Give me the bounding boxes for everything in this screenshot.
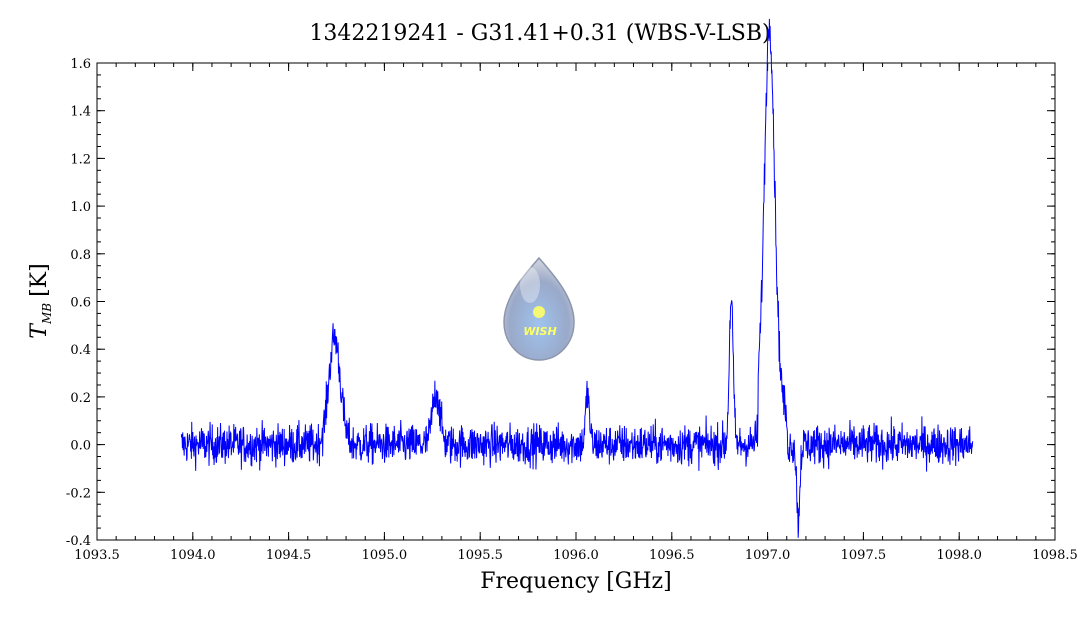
y-tick-label: 1.6 <box>70 57 91 72</box>
y-tick-label: -0.4 <box>66 534 91 549</box>
star-icon <box>533 306 545 318</box>
series-layer <box>180 18 974 538</box>
x-tick-label: 1096.5 <box>649 548 695 563</box>
x-axis-label: Frequency [GHz] <box>480 569 672 594</box>
x-tick-label: 1094.0 <box>170 548 216 563</box>
y-tick-label: 0.6 <box>70 296 91 311</box>
x-tick-label: 1097.0 <box>745 548 791 563</box>
spectrum-line <box>180 18 974 538</box>
y-tick-label: 0.8 <box>70 248 91 263</box>
y-tick-label: 1.4 <box>70 105 91 120</box>
chart-title: 1342219241 - G31.41+0.31 (WBS-V-LSB) <box>309 21 770 46</box>
x-tick-label: 1093.5 <box>74 548 120 563</box>
y-tick-label: 0.4 <box>70 343 91 358</box>
logo-text: WISH <box>523 325 556 338</box>
x-tick-label: 1096.0 <box>553 548 599 563</box>
y-tick-label: -0.2 <box>66 486 91 501</box>
x-tick-label: 1098.0 <box>936 548 982 563</box>
x-tick-label: 1098.5 <box>1032 548 1078 563</box>
x-tick-label: 1095.0 <box>362 548 408 563</box>
y-label-main: T <box>27 322 52 339</box>
y-label-unit: [K] <box>27 263 52 297</box>
y-tick-label: 1.0 <box>70 200 91 215</box>
y-tick-label: 0.0 <box>70 439 91 454</box>
x-tick-label: 1094.5 <box>266 548 312 563</box>
svg-text:TMB[K]: TMB [K] <box>27 263 54 338</box>
y-axis-label: TMB [K] <box>27 263 54 338</box>
wish-logo: WISH <box>503 256 575 361</box>
x-axis: 1093.5 1094.0 1094.5 1095.0 1095.5 1096.0 1096… <box>74 63 1078 563</box>
x-tick-label: 1095.5 <box>457 548 503 563</box>
x-tick-label: 1097.5 <box>841 548 887 563</box>
y-axis: -0.4 -0.2 0.0 0.2 0.4 0.6 0.8 1.0 1.2 1.4 1.6 <box>66 57 1055 549</box>
plot-frame <box>96 62 1056 541</box>
y-label-sub: MB <box>40 303 54 325</box>
y-tick-label: 0.2 <box>70 391 91 406</box>
y-tick-label: 1.2 <box>70 152 91 167</box>
